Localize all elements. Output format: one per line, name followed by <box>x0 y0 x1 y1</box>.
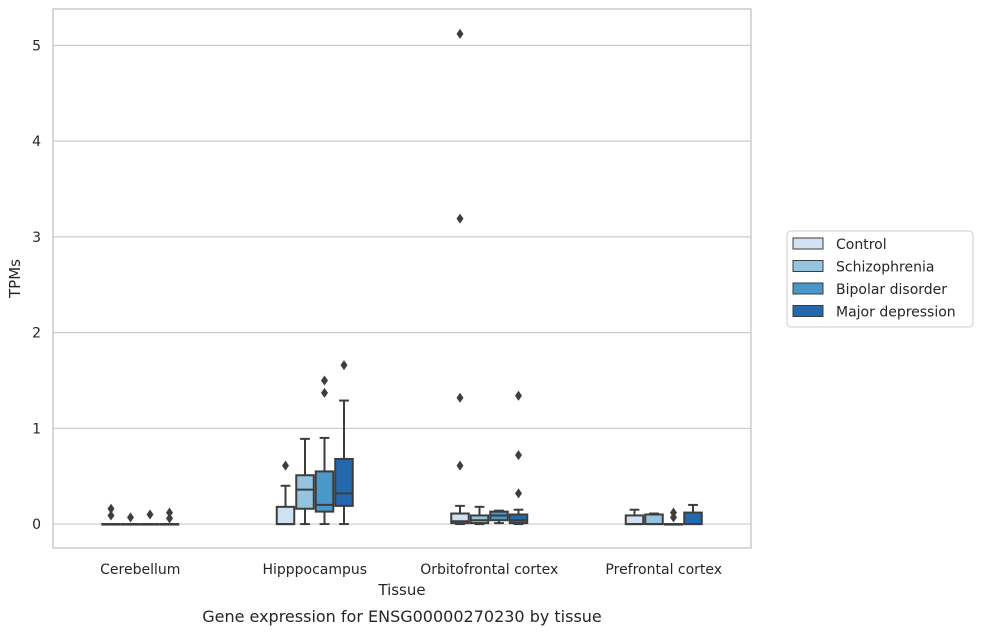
box-iqr <box>275 505 296 526</box>
x-tick-label: Hipppocampus <box>262 562 367 578</box>
outlier-point <box>127 512 134 523</box>
box-iqr <box>450 512 470 525</box>
box-iqr <box>644 513 664 526</box>
box-bipolar-disorder <box>663 507 684 526</box>
y-axis-label: TPMs <box>6 259 24 299</box>
box-iqr <box>314 470 335 513</box>
box-iqr <box>508 513 529 525</box>
box-schizophrenia <box>469 505 490 526</box>
outlier-point <box>321 375 328 386</box>
y-tick-label: 3 <box>32 230 41 246</box>
box-major-depression <box>159 507 180 526</box>
box-control <box>624 508 645 526</box>
legend: Control Schizophrenia Bipolar disorder Majo… <box>786 230 974 328</box>
outlier-point <box>515 450 522 461</box>
outlier-point <box>107 510 115 521</box>
legend-swatch <box>792 237 824 250</box>
y-tick-label: 5 <box>32 38 41 54</box>
box-schizophrenia <box>644 512 664 526</box>
box-major-depression <box>683 503 703 526</box>
box-bipolar-disorder <box>314 375 335 526</box>
outlier-point <box>670 512 677 523</box>
outlier-point <box>456 28 464 39</box>
legend-label: Control <box>836 237 887 253</box>
legend-swatch <box>792 260 824 272</box>
x-tick-label: Prefrontal cortex <box>605 562 722 578</box>
box-iqr <box>624 514 645 526</box>
outlier-point <box>282 460 289 471</box>
plot-frame <box>52 8 752 549</box>
box-major-depression <box>508 390 529 526</box>
y-tick-label: 1 <box>32 421 41 437</box>
legend-swatch <box>792 305 824 317</box>
x-tick-label: Cerebellum <box>100 562 180 578</box>
box-control <box>101 503 121 526</box>
plot-area: 0 1 2 3 4 5 Cerebellum Hipppocampus Orbitofronta… <box>32 8 752 578</box>
y-tick-label: 4 <box>32 134 41 150</box>
box-control <box>450 28 470 526</box>
legend-label: Bipolar disorder <box>836 282 947 298</box>
y-tick-label: 2 <box>32 326 41 342</box>
outlier-point <box>166 507 173 518</box>
box-iqr <box>295 474 315 510</box>
box-bipolar-disorder <box>489 509 509 525</box>
chart-caption: Gene expression for ENSG00000270230 by t… <box>202 607 602 626</box>
outlier-point <box>107 503 115 514</box>
outlier-point <box>456 460 464 471</box>
x-tick-label: Orbitofrontal cortex <box>420 562 558 578</box>
legend-label: Schizophrenia <box>836 260 934 276</box>
box-control <box>275 460 296 526</box>
outlier-point <box>340 360 348 371</box>
box-iqr <box>334 457 354 507</box>
legend-swatch <box>792 282 824 295</box>
box-major-depression <box>334 360 354 526</box>
outlier-point <box>515 488 522 499</box>
box-iqr <box>683 511 703 526</box>
outlier-point <box>456 392 464 403</box>
box-schizophrenia <box>120 512 141 526</box>
box-schizophrenia <box>295 437 315 526</box>
outlier-point <box>146 509 154 520</box>
outlier-point <box>456 213 464 224</box>
y-tick-label: 0 <box>32 517 41 533</box>
outlier-point <box>166 513 173 524</box>
legend-label: Major depression <box>836 305 956 321</box>
outlier-point <box>321 387 328 398</box>
legend-frame <box>786 230 974 328</box>
x-axis-label: Tissue <box>377 581 425 599</box>
outlier-point <box>515 390 522 401</box>
box-bipolar-disorder <box>140 509 160 526</box>
